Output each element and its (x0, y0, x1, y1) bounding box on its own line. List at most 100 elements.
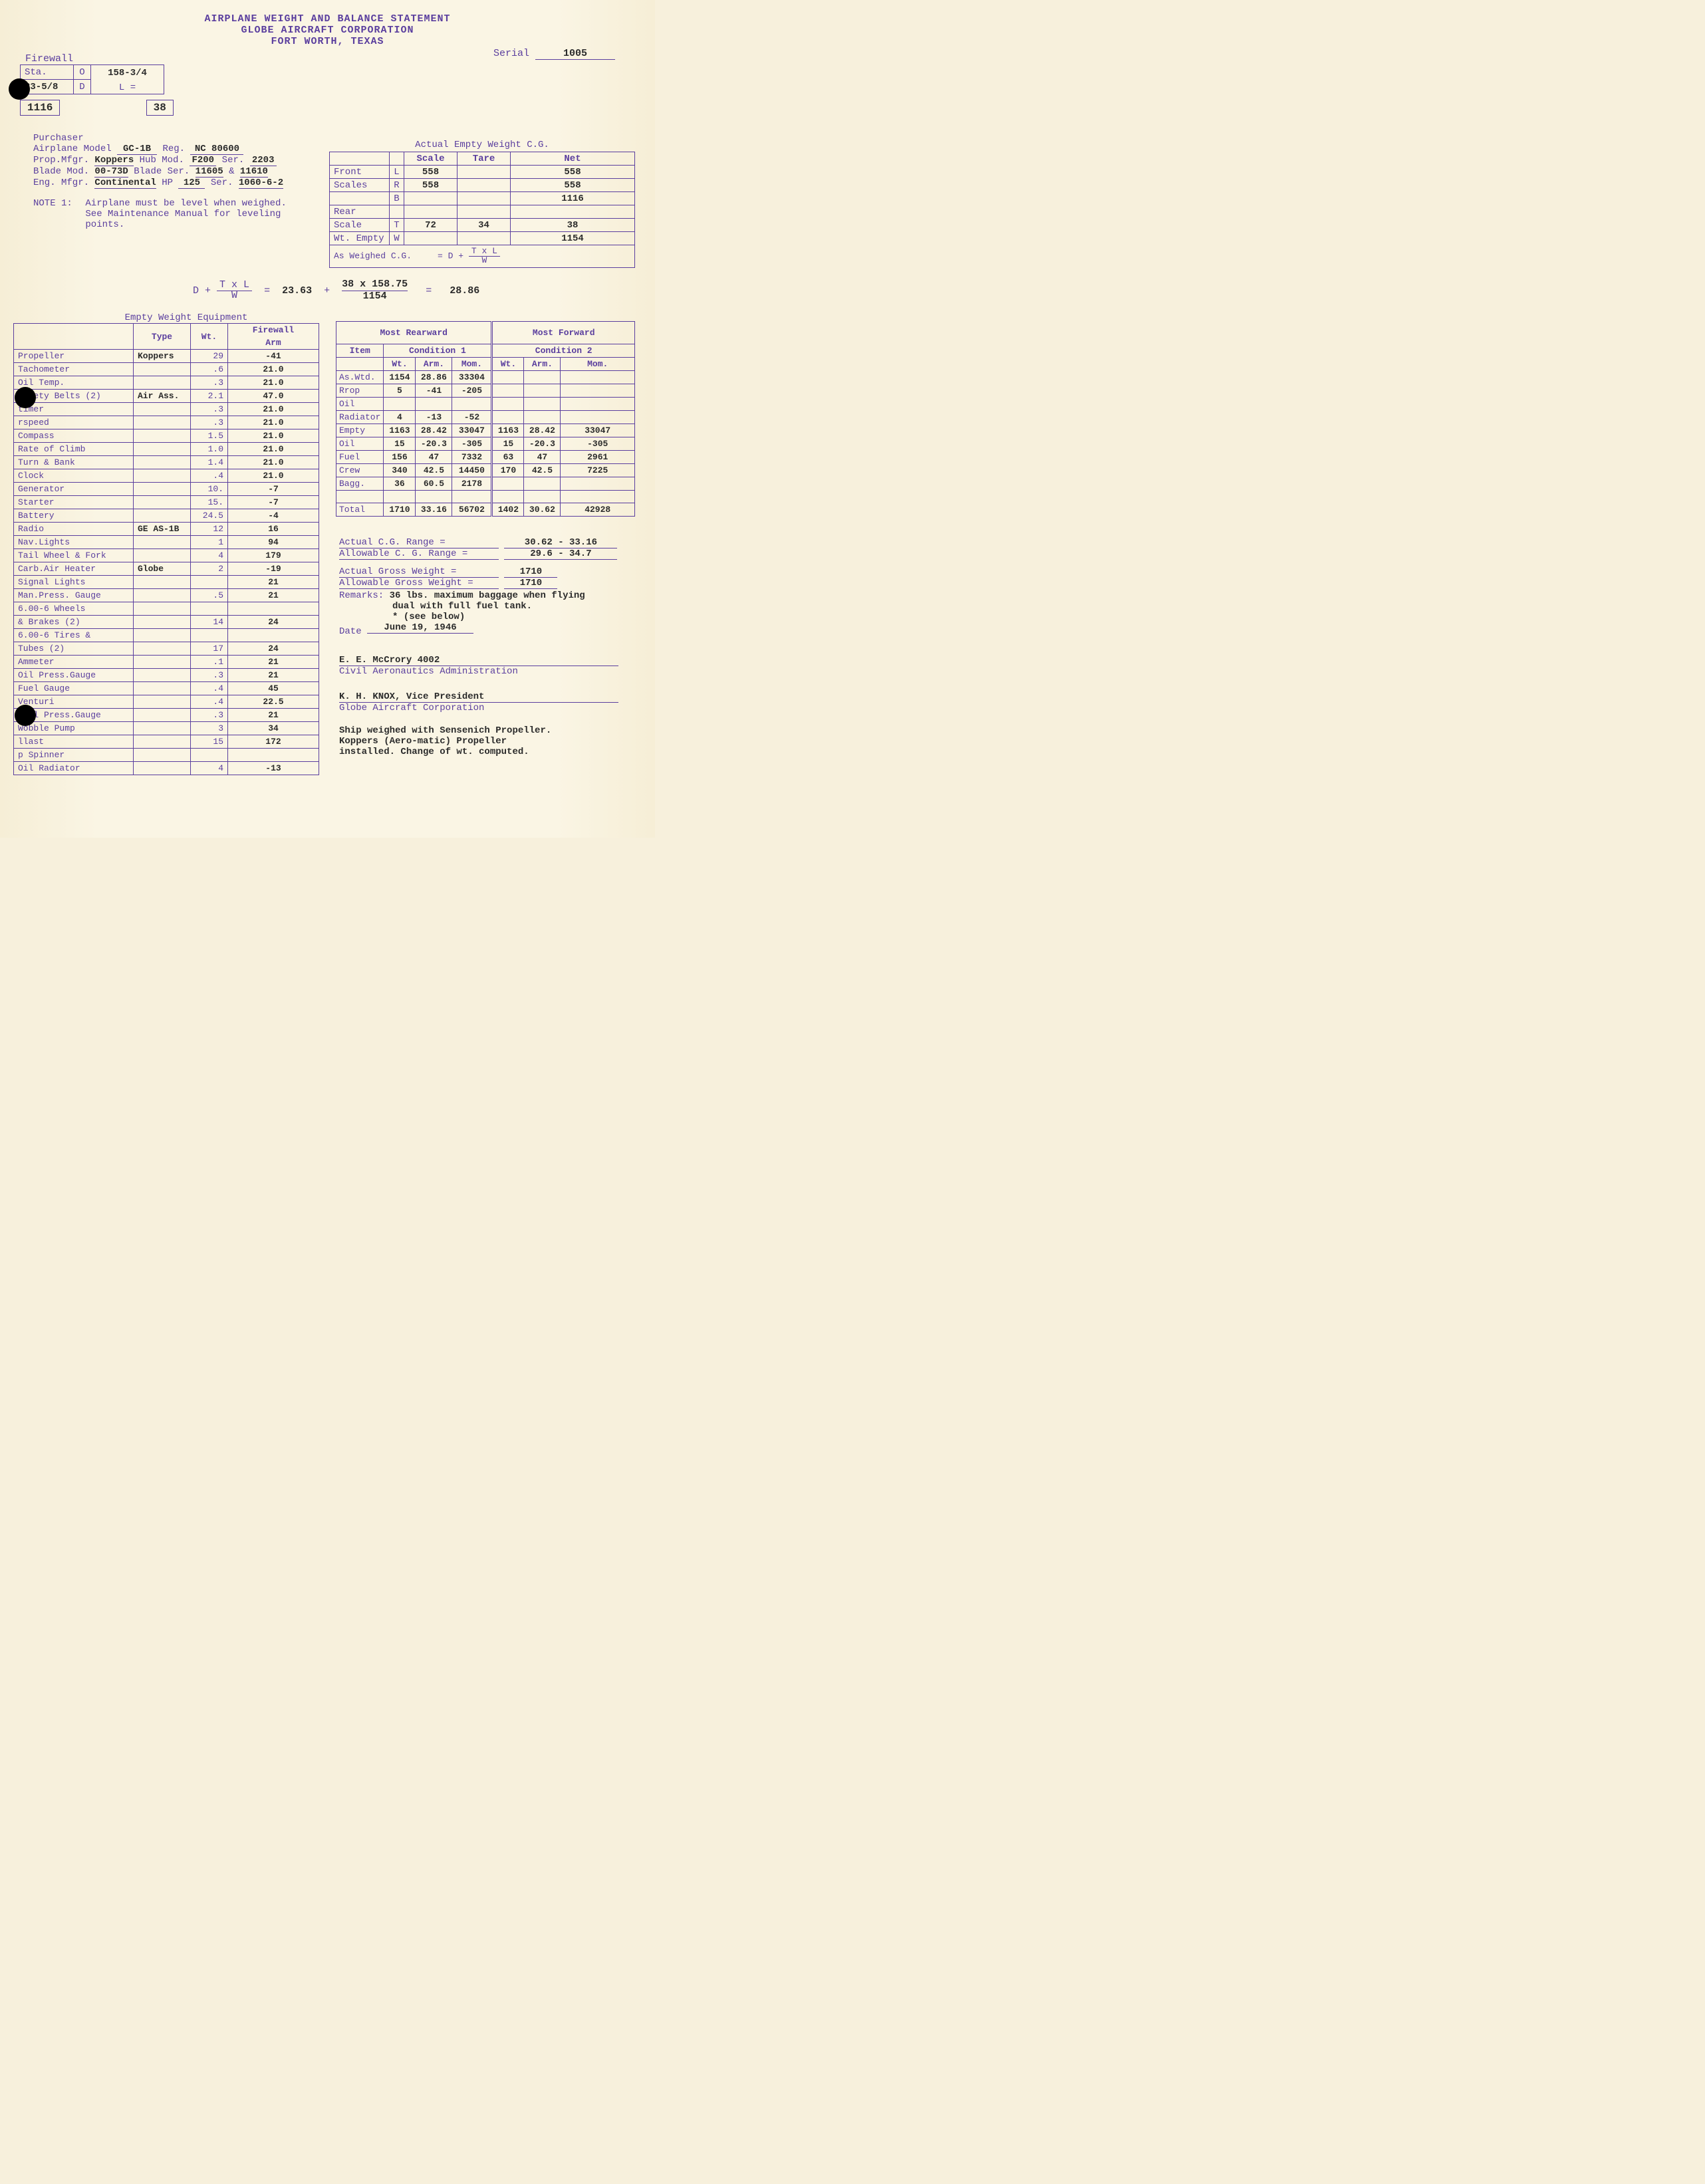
equip-row: & Brakes (2) 14 24 (14, 616, 319, 629)
cg-row: FrontL 558558 (330, 166, 635, 179)
fw-O: O (74, 65, 91, 80)
ch-wt1: Wt. (384, 358, 416, 371)
doc-title-2: GLOBE AIRCRAFT CORPORATION (20, 25, 635, 36)
sig1-title: Civil Aeronautics Administration (339, 666, 638, 677)
equip-row: Nav.Lights 1 94 (14, 536, 319, 549)
actual-gw-val: 1710 (504, 566, 557, 578)
fw-D-val: L = (95, 82, 160, 93)
cg-row: Wt. EmptyW 1154 (330, 232, 635, 245)
remarks-label: Remarks: (339, 590, 384, 601)
blade-val: 00-73D (94, 166, 128, 178)
remarks-l1: 36 lbs. maximum baggage when flying (390, 590, 585, 601)
actual-gw-label: Actual Gross Weight = (339, 566, 499, 578)
equip-row: Fuel Press.Gauge .3 21 (14, 709, 319, 722)
note1-l2: See Maintenance Manual for leveling (85, 209, 281, 219)
eng-ser-val: 1060-6-2 (239, 178, 283, 189)
firewall-table: Sta. O 158-3/4 L = 23-5/8 D (20, 64, 164, 94)
allow-cg-label: Allowable C. G. Range = (339, 548, 499, 560)
cg-row: ScalesR 558558 (330, 179, 635, 192)
doc-title-1: AIRPLANE WEIGHT AND BALANCE STATEMENT (20, 13, 635, 25)
mf-eq2: = (426, 285, 432, 297)
equip-row: 6.00-6 Wheels (14, 602, 319, 616)
fw-bottom-left: 1116 (20, 100, 60, 116)
mf-rbot: 1154 (363, 291, 387, 302)
model-label: Airplane Model (33, 144, 112, 154)
doc-title-3: FORT WORTH, TEXAS (20, 36, 635, 47)
equip-row: Ammeter .1 21 (14, 656, 319, 669)
mf-D: D + (193, 285, 211, 297)
equip-row: Signal Lights 21 (14, 576, 319, 589)
cond-row: Oil (336, 398, 635, 411)
blade-ser2: 11610 (240, 166, 268, 178)
eng-label: Eng. Mfgr. (33, 178, 89, 188)
equip-row: Rate of Climb 1.0 21.0 (14, 443, 319, 456)
footer-l1: Ship weighed with Sensenich Propeller. (339, 725, 638, 736)
note1-label: NOTE 1: (33, 198, 80, 209)
equip-row: Man.Press. Gauge .5 21 (14, 589, 319, 602)
equip-row: Generator 10. -7 (14, 483, 319, 496)
equip-row: Tubes (2) 17 24 (14, 642, 319, 656)
equip-row: Battery 24.5 -4 (14, 509, 319, 523)
sig1-name: E. E. McCrory 4002 (339, 655, 618, 666)
reg-label: Reg. (162, 144, 185, 154)
mf-eq1: = (264, 285, 270, 297)
cond-fwd: Most Forward (492, 322, 635, 344)
sta-label: Sta. (25, 67, 47, 78)
hp-label: HP (162, 178, 173, 188)
remarks-l2: dual with full fuel tank. (339, 601, 638, 612)
equip-row: Oil Temp. .3 21.0 (14, 376, 319, 390)
footer-l3: installed. Change of wt. computed. (339, 747, 638, 757)
cg-table: Scale Tare Net FrontL 558558ScalesR 5585… (329, 152, 635, 245)
mf-top: T x L (217, 279, 252, 291)
eq-h-type: Type (134, 324, 191, 350)
equip-row: Tail Wheel & Fork 4 179 (14, 549, 319, 562)
serial-value: 1005 (535, 48, 615, 60)
equip-row: p Spinner (14, 749, 319, 762)
blade-ser-amp: & (229, 166, 234, 177)
cg-row: Rear (330, 205, 635, 219)
cg-title: Actual Empty Weight C.G. (329, 140, 635, 150)
cg-h-tare: Tare (458, 152, 511, 166)
mf-v1: 23.63 (282, 285, 312, 297)
cg-h-net: Net (511, 152, 635, 166)
cond-row: Empty 116328.4233047 116328.4233047 (336, 424, 635, 437)
cg-formula-label: As Weighed C.G. (334, 251, 412, 261)
eng-val: Continental (94, 178, 156, 189)
cg-row: ScaleT 723438 (330, 219, 635, 232)
remarks-l3: * (see below) (339, 612, 638, 622)
ch-wt2: Wt. (492, 358, 524, 371)
cond-row: As.Wtd. 115428.8633304 (336, 371, 635, 384)
mf-result: 28.86 (450, 285, 479, 297)
note1-l1: Airplane must be level when weighed. (85, 198, 286, 209)
prop-val: Koppers (94, 155, 134, 166)
prop-label: Prop.Mfgr. (33, 155, 89, 166)
mf-bot: W (231, 290, 237, 301)
equip-row: Radio GE AS-1B 12 16 (14, 523, 319, 536)
equip-row: Oil Press.Gauge .3 21 (14, 669, 319, 682)
equip-row: Wobble Pump 3 34 (14, 722, 319, 735)
date-val: June 19, 1946 (367, 622, 473, 634)
cond-row: Crew 34042.514450 17042.57225 (336, 464, 635, 477)
sig2-title: Globe Aircraft Corporation (339, 703, 638, 713)
ch-arm2: Arm. (524, 358, 561, 371)
equip-row: Clock .4 21.0 (14, 469, 319, 483)
blade-ser1: 11605 (196, 166, 223, 178)
firewall-title: Firewall (25, 53, 174, 64)
ch-arm1: Arm. (416, 358, 452, 371)
cond-row (336, 491, 635, 503)
reg-val: NC 80600 (190, 144, 243, 155)
cg-row: B 1116 (330, 192, 635, 205)
equip-title: Empty Weight Equipment (53, 312, 319, 323)
equip-row: 6.00-6 Tires & (14, 629, 319, 642)
eng-ser-label: Ser. (211, 178, 233, 188)
punch-dot-1 (9, 78, 30, 100)
cond-item-h: Item (336, 344, 384, 358)
cond-c2: Condition 2 (492, 344, 635, 358)
equip-row: Compass 1.5 21.0 (14, 429, 319, 443)
equip-row: Tachometer .6 21.0 (14, 363, 319, 376)
cond-row: Total 171033.1656702 140230.6242928 (336, 503, 635, 517)
eq-h-arm: FirewallArm (228, 324, 319, 350)
cond-row: Bagg. 3660.52178 (336, 477, 635, 491)
ch-mom1: Mom. (452, 358, 492, 371)
equip-row: Carb.Air Heater Globe 2 -19 (14, 562, 319, 576)
